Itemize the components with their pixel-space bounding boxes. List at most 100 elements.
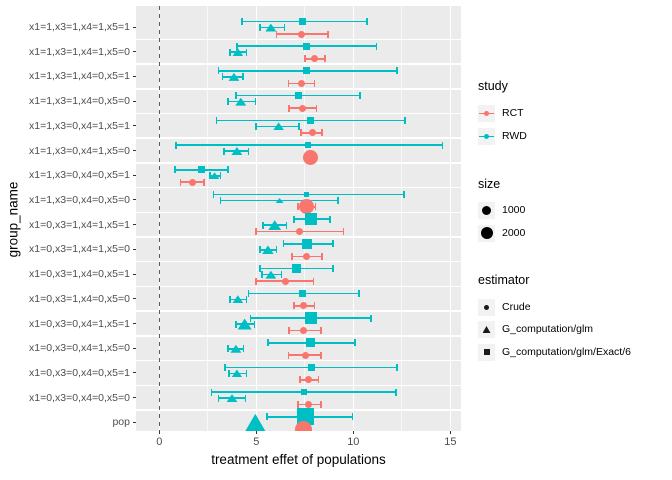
data-point-triangle xyxy=(226,394,238,403)
y-tick-mark xyxy=(133,51,136,53)
error-bar-cap xyxy=(223,147,226,155)
data-point-triangle xyxy=(261,245,274,255)
legend-key-point-icon xyxy=(484,133,489,139)
data-point-square xyxy=(198,166,206,174)
data-point-circle xyxy=(309,129,317,137)
data-point-triangle xyxy=(244,413,266,431)
error-bar-cap xyxy=(375,42,378,50)
data-point-triangle xyxy=(231,369,243,378)
data-point-circle xyxy=(188,178,196,186)
error-bar-cap xyxy=(210,388,213,396)
data-point-triangle xyxy=(232,295,244,304)
error-bar-cap xyxy=(275,30,278,38)
data-point-square xyxy=(294,92,302,100)
data-point-circle xyxy=(295,420,313,431)
error-bar-cap xyxy=(312,277,315,285)
error-bar-cap xyxy=(245,295,248,303)
x-tick-label: 5 xyxy=(253,436,260,448)
data-point-triangle xyxy=(228,72,240,81)
data-point-square xyxy=(301,238,312,249)
legend-title-estimator: estimator xyxy=(478,273,530,287)
error-bar-cap xyxy=(396,363,398,371)
gridline-horizontal xyxy=(136,359,461,362)
legend-title-study: study xyxy=(478,79,508,93)
error-bar-cap xyxy=(282,240,285,248)
error-bar-cap xyxy=(208,172,211,180)
size-circle-icon xyxy=(480,227,493,239)
error-bar-cap xyxy=(262,221,264,229)
gridline-horizontal xyxy=(136,63,461,65)
error-bar-cap xyxy=(283,24,286,31)
data-point-triangle xyxy=(265,270,277,279)
error-bar-cap xyxy=(324,55,326,63)
error-bar-cap xyxy=(236,42,238,50)
x-tick-label: 15 xyxy=(444,436,457,448)
gridline-horizontal xyxy=(136,260,461,263)
data-point-triangle xyxy=(230,344,242,353)
error-bar-cap xyxy=(288,104,291,112)
legend-key xyxy=(478,343,495,361)
data-point-square xyxy=(299,18,307,25)
legend-label: 1000 xyxy=(502,204,526,216)
error-bar-cap xyxy=(332,265,334,273)
data-point-triangle xyxy=(265,23,277,32)
data-point-triangle xyxy=(273,122,285,131)
error-bar-cap xyxy=(313,79,316,87)
error-bar-cap xyxy=(224,363,227,371)
error-bar-cap xyxy=(285,221,288,229)
error-bar-cap xyxy=(280,271,283,279)
error-bar-cap xyxy=(261,271,263,279)
legend-label: G_computation/glm/Exact/6 xyxy=(502,345,631,358)
error-bar-cap xyxy=(402,190,405,198)
y-tick-label: x1=1,x3=0,x4=0,x5=0 xyxy=(29,193,130,206)
plot-panel xyxy=(136,6,461,431)
y-tick-mark xyxy=(133,248,136,250)
error-bar-cap xyxy=(259,246,261,254)
error-bar-cap xyxy=(359,92,361,100)
gridline-horizontal xyxy=(136,186,461,189)
y-tick-mark xyxy=(133,125,136,127)
data-point-square xyxy=(304,142,311,149)
error-bar-cap xyxy=(287,79,290,87)
legend-key xyxy=(478,321,495,338)
y-tick-label: x1=1,x3=1,x4=0,x5=0 xyxy=(29,95,130,108)
data-point-circle xyxy=(298,79,306,87)
x-tick-mark xyxy=(449,431,451,434)
y-tick-mark xyxy=(133,372,136,374)
y-tick-mark xyxy=(133,150,136,152)
gridline-horizontal xyxy=(136,88,461,90)
y-tick-mark xyxy=(133,298,136,300)
y-tick-label: pop xyxy=(112,416,130,429)
error-bar-cap xyxy=(314,203,317,211)
y-tick-mark xyxy=(133,174,136,176)
legend-label: RWD xyxy=(502,129,527,142)
error-bar-cap xyxy=(297,203,299,211)
y-tick-mark xyxy=(133,323,136,325)
y-tick-label: x1=1,x3=1,x4=0,x5=1 xyxy=(29,70,130,83)
error-bar-cap xyxy=(291,252,293,260)
error-bar-cap xyxy=(247,147,250,155)
gridline-minor-vertical xyxy=(401,6,403,431)
error-bar-cap xyxy=(321,252,324,260)
error-bar-cap xyxy=(244,394,247,402)
legend-label: G_computation/glm xyxy=(502,323,594,335)
x-tick-label: 0 xyxy=(156,436,163,448)
error-bar-cap xyxy=(366,18,368,25)
y-tick-label: x1=1,x3=0,x4=0,x5=1 xyxy=(29,169,130,182)
gridline-horizontal xyxy=(136,285,461,288)
error-bar-cap xyxy=(395,388,397,396)
legend-key xyxy=(478,127,495,145)
data-point-circle xyxy=(299,104,307,112)
error-bar-cap xyxy=(327,30,329,38)
error-bar-cap xyxy=(259,265,261,273)
data-point-square xyxy=(303,42,311,50)
gridline-horizontal xyxy=(136,384,461,387)
legend-label: RCT xyxy=(502,106,524,119)
error-bar-cap xyxy=(266,413,268,421)
data-point-circle xyxy=(298,30,306,38)
error-bar-cap xyxy=(245,369,248,377)
y-tick-mark xyxy=(133,26,136,28)
data-point-square xyxy=(307,116,315,124)
error-bar-cap xyxy=(240,18,243,25)
